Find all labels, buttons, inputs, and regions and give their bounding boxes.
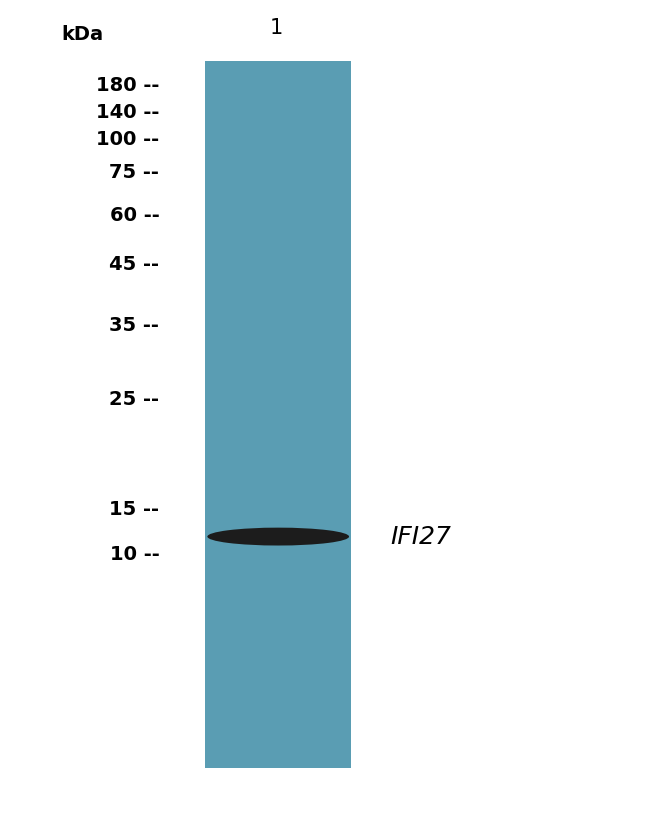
Ellipse shape <box>207 528 349 546</box>
Text: 25 --: 25 -- <box>109 390 159 410</box>
Bar <box>205 61 351 768</box>
Text: 10 --: 10 -- <box>109 545 159 564</box>
Text: 1: 1 <box>270 19 283 38</box>
Text: 15 --: 15 -- <box>109 500 159 520</box>
Text: 75 --: 75 -- <box>109 163 159 182</box>
Text: 100 --: 100 -- <box>96 130 159 150</box>
Text: 35 --: 35 -- <box>109 315 159 335</box>
Text: 60 --: 60 -- <box>109 206 159 225</box>
Text: 180 --: 180 -- <box>96 76 159 95</box>
Text: 140 --: 140 -- <box>96 102 159 122</box>
Text: kDa: kDa <box>62 25 104 45</box>
Text: 45 --: 45 -- <box>109 254 159 274</box>
Text: IFI27: IFI27 <box>390 524 451 549</box>
